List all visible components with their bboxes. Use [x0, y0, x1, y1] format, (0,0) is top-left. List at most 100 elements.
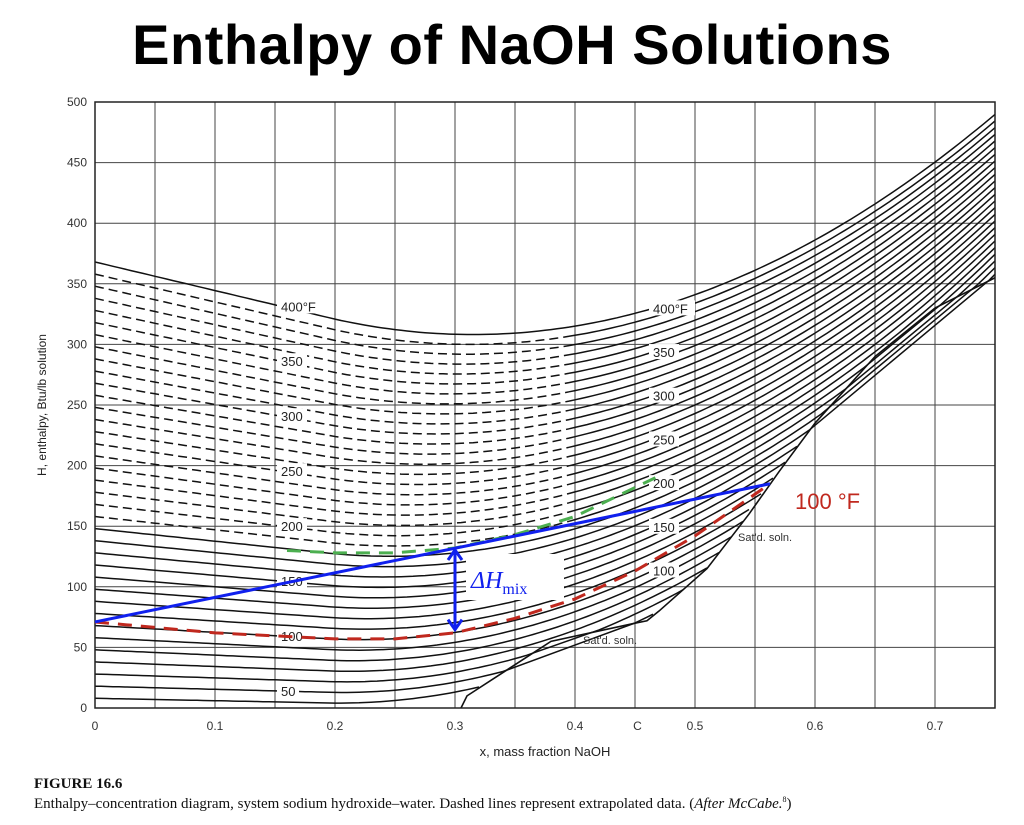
- isotherm-270F-solid: [568, 200, 996, 449]
- arrow-head-down-icon: [446, 618, 464, 633]
- isotherm-360F: [94, 309, 570, 375]
- isotherm-230F-solid: [568, 227, 996, 486]
- label-bg: [277, 298, 323, 314]
- isotherm-380F: [94, 285, 570, 355]
- label-bg: [649, 344, 679, 360]
- isotherm-390F-solid: [568, 120, 996, 338]
- y-tick-label: 0: [80, 701, 87, 715]
- isotherm-label-right: 200: [653, 476, 675, 491]
- label-bg: [649, 387, 679, 403]
- page-title: Enthalpy of NaOH Solutions: [132, 13, 892, 76]
- isotherm-40F: [94, 686, 480, 704]
- isotherm-300F-solid: [568, 180, 996, 421]
- isotherm-340F-solid: [568, 153, 996, 384]
- isotherm-label-left: 200: [281, 519, 303, 534]
- isotherm-label-right: 400°F: [653, 301, 688, 316]
- isotherm-100f-label: 100 °F: [795, 489, 860, 514]
- x-tick-label: 0.6: [807, 719, 824, 733]
- x-tick-label: 0.1: [207, 719, 224, 733]
- isotherm-80F: [94, 622, 570, 662]
- x-tick-label: 0.7: [927, 719, 944, 733]
- isotherm-370F-solid: [568, 133, 996, 356]
- label-bg: [649, 562, 679, 578]
- isotherm-210F: [94, 491, 570, 527]
- label-bg: [649, 431, 679, 447]
- isotherm-60F-solid: [526, 589, 684, 656]
- isotherm-210F-solid: [568, 240, 996, 504]
- isotherm-70F-solid: [568, 567, 708, 634]
- isotherm-340F: [94, 333, 570, 395]
- figure-caption: Enthalpy–concentration diagram, system s…: [34, 795, 792, 813]
- isotherm-130F-solid: [568, 477, 774, 578]
- isotherm-label-right: 150: [653, 520, 675, 535]
- isotherm-110F-solid: [568, 508, 750, 597]
- isotherm-90F-solid: [568, 536, 732, 615]
- isotherm-260F: [94, 430, 570, 476]
- isotherm-80F-solid: [568, 551, 720, 624]
- isotherm-290F-solid: [568, 187, 996, 430]
- isotherm-200F: [94, 503, 570, 537]
- isotherm-60F: [94, 654, 528, 683]
- isotherm-110F: [94, 594, 570, 630]
- y-tick-label: 350: [67, 277, 87, 291]
- isotherm-300F: [94, 382, 570, 435]
- y-tick-label: 100: [67, 580, 87, 594]
- isotherm-220F: [94, 479, 570, 516]
- isotherm-370F: [94, 297, 570, 365]
- x-tick-label: 0.3: [447, 719, 464, 733]
- label-bg: [277, 353, 307, 369]
- isotherm-240F-solid: [568, 220, 996, 476]
- label-bg: [277, 463, 307, 479]
- isotherm-330F: [94, 346, 570, 405]
- isotherm-290F: [94, 394, 570, 445]
- y-tick-label: 300: [67, 337, 87, 351]
- x-tick-label: C: [633, 719, 642, 733]
- sat-soln-label-lower: Sat'd. soln.: [583, 635, 637, 647]
- label-bg: [649, 300, 695, 316]
- sat-soln-label-upper: Sat'd. soln.: [738, 532, 792, 544]
- isotherms: [94, 113, 996, 704]
- isotherm-170F-solid: [568, 267, 996, 541]
- isotherm-380F-solid: [568, 127, 996, 347]
- isotherm-220F-solid: [568, 233, 996, 495]
- isotherm-280F: [94, 406, 570, 455]
- caption-citation: After McCabe.: [694, 796, 783, 812]
- y-tick-label: 150: [67, 519, 87, 533]
- isotherm-310F-solid: [568, 173, 996, 412]
- saturation-curve: [460, 277, 996, 709]
- delta-h-label-bg: [466, 554, 564, 600]
- isotherm-label-left: 400°F: [281, 299, 316, 314]
- caption-text: Enthalpy–concentration diagram, system s…: [34, 796, 695, 812]
- mixing-tie-line: [94, 482, 771, 624]
- y-tick-label: 400: [67, 216, 87, 230]
- isotherm-120F-solid: [568, 493, 762, 587]
- isotherm-320F: [94, 358, 570, 415]
- y-tick-label: 500: [67, 95, 87, 109]
- isotherm-350F: [94, 321, 570, 385]
- isotherm-label-left: 250: [281, 464, 303, 479]
- y-tick-label: 450: [67, 156, 87, 170]
- isotherm-200F-solid: [568, 247, 996, 513]
- isotherm-90F: [94, 613, 570, 651]
- isotherm-190F-solid: [568, 253, 996, 523]
- isotherm-180F: [94, 527, 570, 558]
- overlays: ΔHmix: [94, 476, 771, 641]
- isotherm-label-right: 100: [653, 564, 675, 579]
- saturation-line: [460, 277, 996, 709]
- isotherm-350F-solid: [568, 147, 996, 375]
- isotherm-390F: [94, 273, 570, 346]
- isotherm-label-right: 300: [653, 389, 675, 404]
- x-tick-label: 0: [92, 719, 99, 733]
- isotherm-190F: [94, 515, 570, 547]
- arrow-head-up-icon: [446, 547, 464, 561]
- label-bg: [649, 518, 679, 534]
- green-dashed-curve: [286, 476, 657, 555]
- isotherm-310F: [94, 370, 570, 425]
- x-tick-label: 0.5: [687, 719, 704, 733]
- isotherm-230F: [94, 467, 570, 506]
- y-tick-label: 250: [67, 398, 87, 412]
- label-bg: [277, 683, 299, 699]
- isotherm-250F: [94, 443, 570, 486]
- isotherm-280F-solid: [568, 193, 996, 439]
- isotherm-label-left: 300: [281, 409, 303, 424]
